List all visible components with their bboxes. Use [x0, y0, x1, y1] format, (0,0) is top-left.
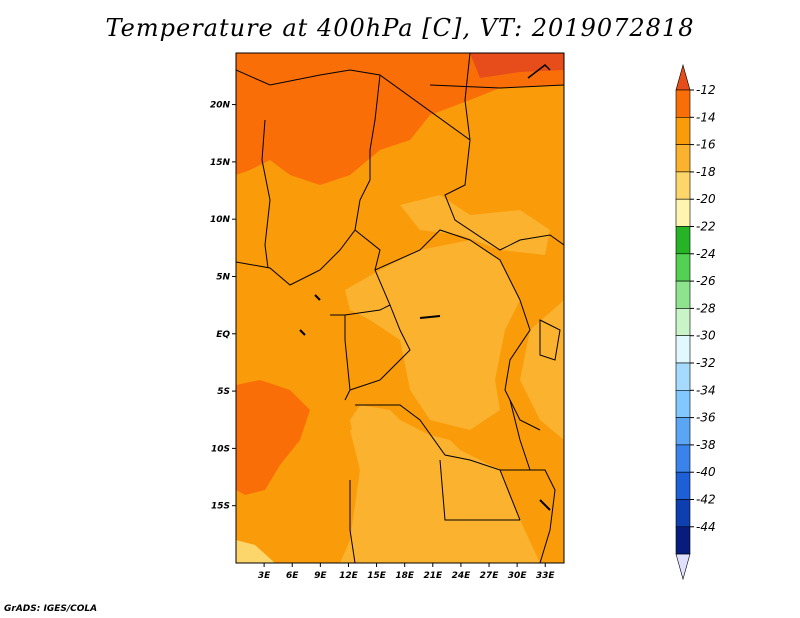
colorbar-label: -24 — [696, 247, 716, 261]
temperature-field — [236, 53, 564, 563]
lat-tick-label: 5S — [217, 387, 230, 397]
lon-tick-label: 27E — [480, 571, 500, 581]
colorbar-swatch — [675, 417, 691, 446]
colorbar-label: -42 — [696, 493, 716, 507]
colorbar-swatch — [675, 362, 691, 391]
colorbar-label: -26 — [696, 274, 716, 288]
colorbar-swatch — [675, 144, 691, 173]
field-center-16-18 — [345, 240, 520, 430]
colorbar-swatch — [675, 471, 691, 500]
colorbar-label: -18 — [696, 165, 716, 179]
lon-tick-label: 30E — [508, 571, 528, 581]
colorbar-swatch — [675, 171, 691, 200]
longitude-axis: 3E 6E 9E 12E 15E 18E 21E 24E 27E 30E 33E — [258, 563, 556, 581]
lat-tick-label: 5N — [216, 272, 230, 282]
colorbar-label: -40 — [696, 465, 716, 479]
colorbar-top-arrow — [675, 63, 691, 91]
country-borders — [236, 53, 564, 563]
colorbar: -12 -14 -16 -18 -20 -22 -24 -26 -28 -30 -32 -34 -36 -… — [675, 63, 716, 581]
colorbar-swatch — [675, 444, 691, 473]
lon-tick-label: 21E — [423, 571, 443, 581]
field-sahel-patch — [400, 195, 550, 255]
lon-tick-label: 24E — [452, 571, 472, 581]
colorbar-label: -14 — [696, 110, 716, 124]
lat-tick-label: 15N — [210, 158, 231, 168]
colorbar-swatch — [675, 198, 691, 227]
colorbar-swatch — [675, 499, 691, 528]
colorbar-label: -32 — [696, 356, 716, 370]
colorbar-label: -38 — [696, 438, 716, 452]
lat-tick-label: 15S — [211, 502, 230, 512]
colorbar-swatch — [675, 389, 691, 418]
colorbar-swatch — [675, 253, 691, 282]
field-band-14-12-atlantic — [236, 380, 310, 495]
grads-credit: GrADS: IGES/COLA — [4, 604, 98, 614]
lon-tick-label: 3E — [258, 571, 271, 581]
colorbar-swatch — [675, 89, 691, 118]
lat-tick-label: 10N — [210, 215, 231, 225]
lon-tick-label: 33E — [536, 571, 556, 581]
lon-tick-label: 6E — [286, 571, 299, 581]
lat-tick-label: EQ — [216, 330, 230, 340]
lon-tick-label: 15E — [367, 571, 387, 581]
lon-tick-label: 18E — [395, 571, 415, 581]
colorbar-label: -28 — [696, 301, 716, 315]
colorbar-label: -36 — [696, 411, 716, 425]
map-frame — [235, 52, 565, 564]
colorbar-label: -34 — [696, 383, 716, 397]
colorbar-swatch — [675, 117, 691, 145]
colorbar-swatch — [675, 308, 691, 336]
colorbar-swatch — [675, 335, 691, 364]
colorbar-label: -12 — [696, 83, 716, 97]
field-band-12-top — [470, 53, 564, 78]
colorbar-swatch — [675, 226, 691, 255]
colorbar-label: -20 — [696, 192, 716, 206]
colorbar-swatch — [675, 280, 691, 309]
lon-tick-label: 12E — [339, 571, 359, 581]
lat-tick-label: 20N — [210, 101, 231, 111]
colorbar-bottom-arrow — [675, 553, 691, 581]
field-south-16-18 — [350, 420, 540, 563]
field-band-14-12-north — [236, 53, 564, 185]
colorbar-swatch — [675, 526, 691, 555]
field-band-20-18 — [236, 540, 275, 563]
chart-title: Temperature at 400hPa [C], VT: 201907281… — [105, 14, 695, 42]
colorbar-label: -16 — [696, 138, 716, 152]
colorbar-label: -30 — [696, 329, 716, 343]
latitude-axis: 20N 15N 10N 5N EQ 5S 10S 15S — [210, 101, 236, 512]
lon-tick-label: 9E — [314, 571, 327, 581]
colorbar-label: -22 — [696, 220, 716, 234]
lat-tick-label: 10S — [211, 444, 230, 454]
colorbar-label: -44 — [696, 520, 716, 534]
